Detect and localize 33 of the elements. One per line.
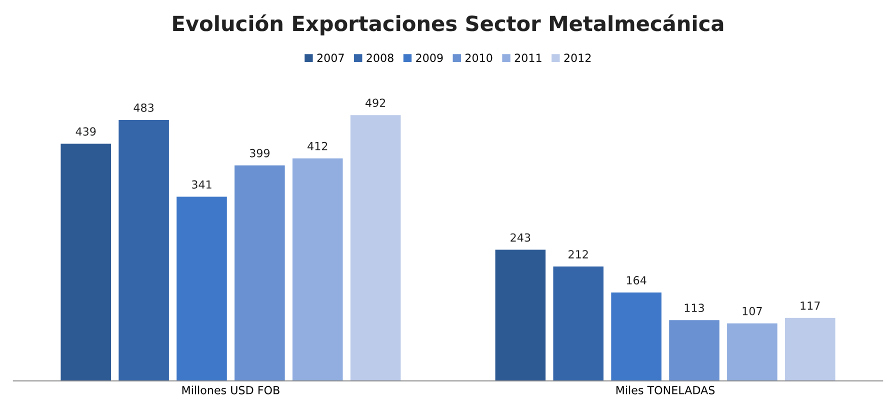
data-label: 164 bbox=[626, 276, 646, 284]
data-label: 483 bbox=[134, 103, 154, 112]
data-label: 107 bbox=[742, 306, 762, 316]
data-label: 341 bbox=[192, 180, 212, 189]
x-tick-label: Miles TONELADAS bbox=[616, 386, 715, 394]
data-label: 212 bbox=[568, 250, 588, 258]
bar bbox=[494, 249, 546, 381]
bar bbox=[726, 322, 778, 381]
data-label: 439 bbox=[76, 127, 96, 136]
data-label: 243 bbox=[510, 233, 530, 242]
bar bbox=[292, 158, 344, 381]
bar bbox=[610, 292, 662, 381]
legend-label: 2012 bbox=[564, 54, 591, 62]
bar bbox=[176, 196, 228, 381]
data-label: 113 bbox=[684, 304, 704, 312]
bar bbox=[118, 119, 170, 381]
bar bbox=[60, 143, 112, 381]
legend-label: 2008 bbox=[366, 54, 394, 62]
legend-label: 2009 bbox=[416, 54, 443, 62]
bar bbox=[234, 164, 286, 381]
bar bbox=[350, 114, 402, 381]
data-label: 492 bbox=[366, 98, 386, 108]
bar bbox=[668, 319, 720, 381]
bar bbox=[784, 317, 836, 381]
legend-label: 2011 bbox=[514, 54, 542, 62]
data-label: 412 bbox=[308, 142, 328, 150]
legend-label: 2010 bbox=[465, 54, 492, 62]
x-tick-label: Millones USD FOB bbox=[182, 386, 280, 394]
bar bbox=[552, 266, 604, 381]
data-label: 399 bbox=[250, 148, 270, 158]
chart-title: Evolución Exportaciones Sector Metalmecánica bbox=[173, 14, 724, 36]
data-label: 117 bbox=[800, 302, 820, 310]
legend-label: 2007 bbox=[317, 54, 344, 62]
